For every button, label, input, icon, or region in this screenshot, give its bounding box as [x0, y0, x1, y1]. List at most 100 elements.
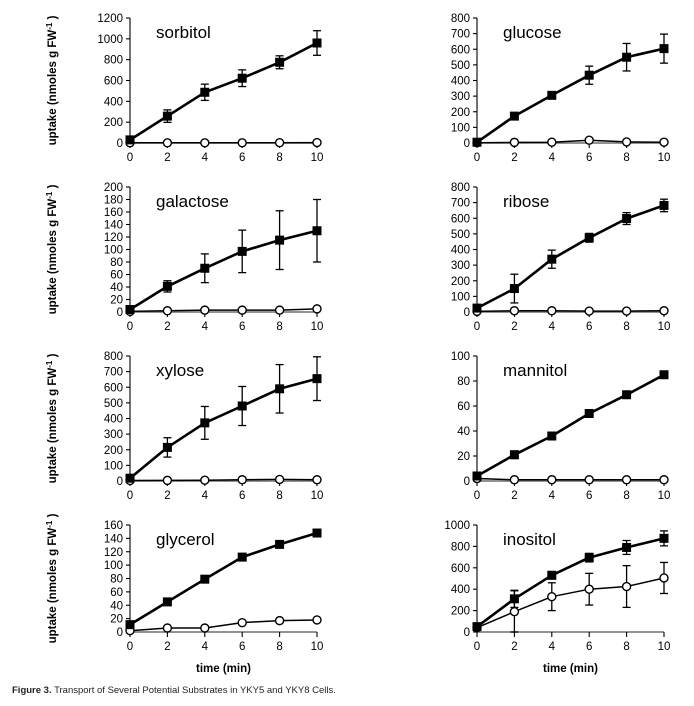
chart-panel-mannitol: 0 20 40 60 80 100 0 2 4 6 8 10 mannitol [347, 342, 694, 511]
svg-text:uptake (nmoles g FW-1 ): uptake (nmoles g FW-1 ) [45, 15, 59, 145]
svg-text:100: 100 [104, 245, 123, 257]
svg-text:10: 10 [658, 152, 671, 164]
svg-text:60: 60 [457, 401, 470, 413]
svg-text:300: 300 [451, 91, 470, 103]
svg-text:300: 300 [104, 429, 123, 441]
svg-text:0: 0 [474, 641, 480, 653]
svg-text:400: 400 [104, 96, 123, 108]
svg-text:700: 700 [104, 367, 123, 379]
svg-text:4: 4 [202, 490, 209, 502]
svg-text:10: 10 [658, 490, 671, 502]
svg-text:100: 100 [451, 122, 470, 134]
svg-text:800: 800 [451, 541, 470, 553]
svg-text:100: 100 [451, 291, 470, 303]
figure-caption-text: Transport of Several Potential Substrate… [54, 685, 336, 696]
svg-text:20: 20 [110, 614, 123, 626]
svg-text:80: 80 [457, 376, 470, 388]
svg-text:4: 4 [549, 490, 556, 502]
svg-text:2: 2 [511, 490, 517, 502]
svg-text:0: 0 [127, 490, 133, 502]
svg-text:1200: 1200 [97, 13, 123, 25]
svg-text:140: 140 [104, 533, 123, 545]
svg-text:100: 100 [104, 560, 123, 572]
svg-text:160: 160 [104, 207, 123, 219]
chart-panel-galactose: 0 20 40 60 80 100 120 140 160 180 200 0 2 4 6 8 10 galact… [0, 173, 347, 342]
svg-text:100: 100 [451, 351, 470, 363]
svg-text:800: 800 [104, 351, 123, 363]
svg-text:40: 40 [110, 282, 123, 294]
svg-text:6: 6 [239, 641, 245, 653]
svg-text:800: 800 [104, 55, 123, 67]
svg-text:10: 10 [311, 490, 324, 502]
svg-text:time (min): time (min) [543, 663, 598, 675]
svg-text:20: 20 [457, 451, 470, 463]
svg-text:1000: 1000 [97, 34, 123, 46]
svg-text:120: 120 [104, 547, 123, 559]
svg-text:200: 200 [104, 182, 123, 194]
svg-text:600: 600 [104, 382, 123, 394]
svg-text:6: 6 [586, 152, 592, 164]
svg-text:400: 400 [104, 414, 123, 426]
panel-title: xylose [156, 361, 204, 380]
chart-panel-xylose: 0 100 200 300 400 500 600 700 800 0 2 4 6 8 10 xylose up… [0, 342, 347, 511]
svg-text:uptake (nmoles g FW-1 ): uptake (nmoles g FW-1 ) [45, 513, 59, 643]
svg-text:0: 0 [464, 307, 470, 319]
svg-text:80: 80 [110, 574, 123, 586]
figure-panel-grid: 0 200 400 600 800 1000 1200 0 2 4 6 8 10 sorbitol upta… [0, 4, 694, 675]
svg-text:8: 8 [276, 321, 282, 333]
svg-text:40: 40 [457, 426, 470, 438]
svg-text:0: 0 [464, 476, 470, 488]
svg-text:140: 140 [104, 220, 123, 232]
svg-text:2: 2 [511, 152, 517, 164]
svg-text:10: 10 [311, 321, 324, 333]
svg-text:uptake (nmoles g FW-1 ): uptake (nmoles g FW-1 ) [45, 353, 59, 483]
figure-caption: Figure 3. Transport of Several Potential… [12, 684, 682, 697]
chart-panel-glycerol: 0 20 40 60 80 100 120 140 160 0 2 4 6 8 10 glycerol upta… [0, 511, 347, 680]
panel-title: galactose [156, 192, 229, 211]
svg-text:6: 6 [239, 321, 245, 333]
svg-text:10: 10 [311, 152, 324, 164]
svg-text:500: 500 [104, 398, 123, 410]
svg-text:10: 10 [658, 641, 671, 653]
svg-text:2: 2 [511, 321, 517, 333]
svg-text:40: 40 [110, 600, 123, 612]
svg-text:8: 8 [623, 321, 629, 333]
svg-text:20: 20 [110, 295, 123, 307]
svg-text:500: 500 [451, 229, 470, 241]
svg-text:2: 2 [164, 152, 170, 164]
svg-text:600: 600 [451, 563, 470, 575]
chart-panel-inositol: 0 200 400 600 800 1000 0 2 4 6 8 10 inositol time (mi… [347, 511, 694, 680]
svg-text:0: 0 [127, 321, 133, 333]
svg-text:400: 400 [451, 245, 470, 257]
chart-panel-sorbitol: 0 200 400 600 800 1000 1200 0 2 4 6 8 10 sorbitol upta… [0, 4, 347, 173]
panel-title: glucose [503, 23, 562, 42]
panel-title: glycerol [156, 530, 215, 549]
svg-text:0: 0 [474, 152, 480, 164]
svg-text:600: 600 [451, 213, 470, 225]
svg-text:700: 700 [451, 29, 470, 41]
figure-caption-label: Figure 3. [12, 685, 52, 696]
svg-text:0: 0 [117, 138, 123, 150]
svg-text:60: 60 [110, 270, 123, 282]
svg-text:2: 2 [511, 641, 517, 653]
svg-text:2: 2 [164, 321, 170, 333]
svg-text:8: 8 [276, 490, 282, 502]
svg-text:160: 160 [104, 520, 123, 532]
svg-text:600: 600 [104, 76, 123, 88]
svg-text:500: 500 [451, 60, 470, 72]
svg-text:80: 80 [110, 257, 123, 269]
svg-text:0: 0 [127, 641, 133, 653]
svg-text:800: 800 [451, 182, 470, 194]
svg-text:800: 800 [451, 13, 470, 25]
svg-text:200: 200 [104, 445, 123, 457]
svg-text:0: 0 [474, 321, 480, 333]
panel-title: ribose [503, 192, 549, 211]
svg-text:600: 600 [451, 44, 470, 56]
chart-panel-ribose: 0 100 200 300 400 500 600 700 800 0 2 4 6 8 10 ribose [347, 173, 694, 342]
svg-text:400: 400 [451, 584, 470, 596]
svg-text:300: 300 [451, 260, 470, 272]
svg-text:200: 200 [104, 117, 123, 129]
svg-text:0: 0 [117, 627, 123, 639]
svg-text:100: 100 [104, 460, 123, 472]
svg-text:120: 120 [104, 232, 123, 244]
